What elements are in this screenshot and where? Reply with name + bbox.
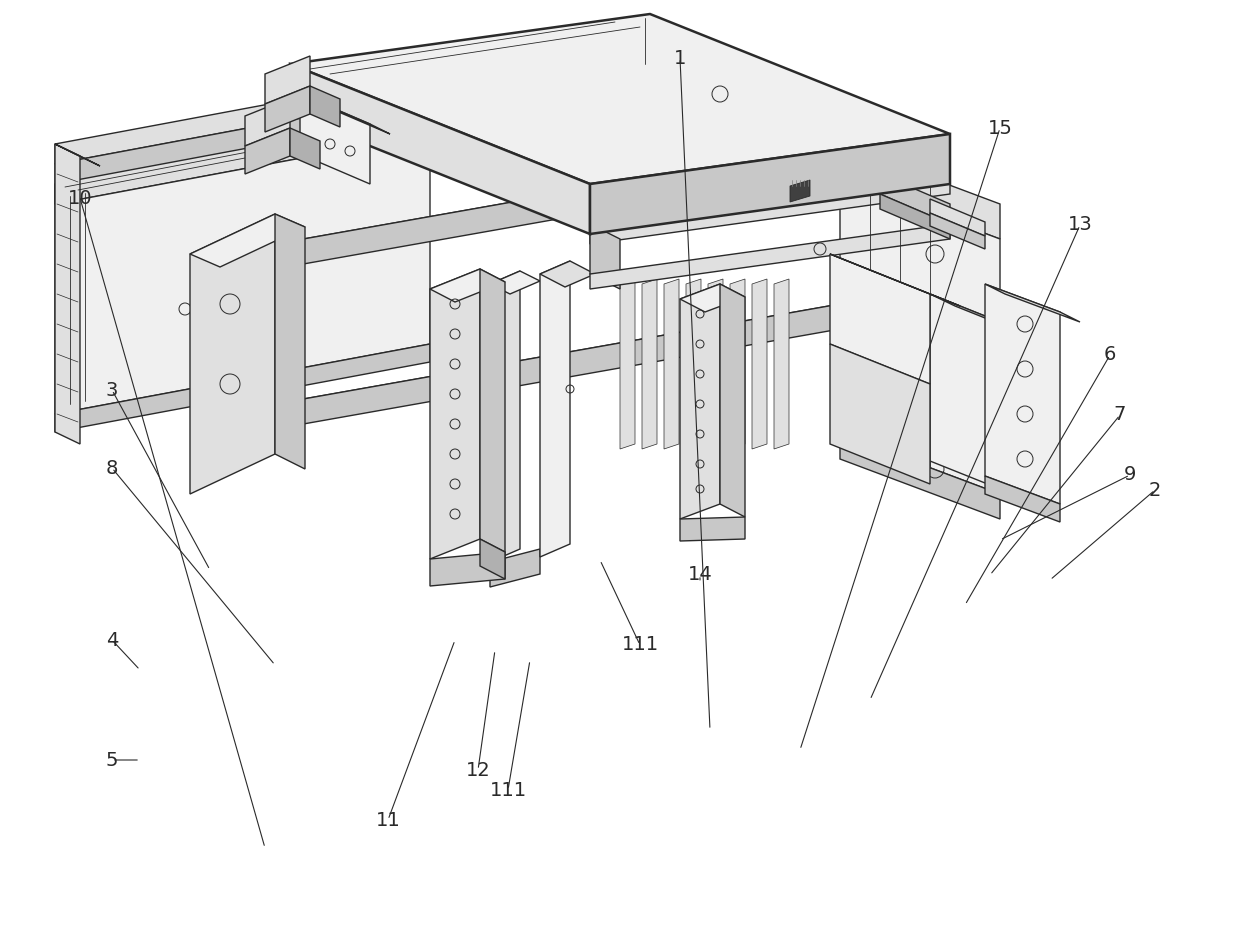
- Polygon shape: [265, 56, 310, 104]
- Polygon shape: [55, 134, 430, 414]
- Polygon shape: [730, 279, 745, 449]
- Polygon shape: [190, 214, 275, 494]
- Polygon shape: [707, 279, 724, 449]
- Text: 5: 5: [105, 751, 118, 770]
- Text: 2: 2: [1149, 480, 1161, 500]
- Polygon shape: [265, 86, 310, 132]
- Polygon shape: [310, 86, 339, 127]
- Polygon shape: [880, 174, 950, 224]
- Polygon shape: [300, 94, 370, 184]
- Polygon shape: [930, 213, 985, 249]
- Polygon shape: [590, 224, 620, 289]
- Text: 13: 13: [1068, 216, 1093, 234]
- Polygon shape: [55, 114, 430, 204]
- Polygon shape: [275, 304, 840, 429]
- Text: 111: 111: [622, 635, 659, 655]
- Polygon shape: [686, 279, 701, 449]
- Polygon shape: [55, 74, 430, 164]
- Polygon shape: [985, 284, 1061, 504]
- Polygon shape: [830, 254, 960, 306]
- Polygon shape: [540, 261, 595, 287]
- Polygon shape: [55, 144, 100, 166]
- Polygon shape: [55, 144, 81, 444]
- Polygon shape: [840, 179, 1000, 494]
- Polygon shape: [880, 194, 950, 239]
- Polygon shape: [930, 294, 1000, 489]
- Polygon shape: [680, 284, 745, 312]
- Text: 14: 14: [688, 565, 712, 585]
- Polygon shape: [590, 134, 950, 234]
- Polygon shape: [300, 94, 390, 134]
- Text: 10: 10: [68, 189, 93, 207]
- Polygon shape: [290, 14, 950, 184]
- Polygon shape: [830, 254, 930, 384]
- Polygon shape: [680, 284, 720, 519]
- Polygon shape: [590, 174, 950, 244]
- Polygon shape: [489, 271, 540, 294]
- Polygon shape: [664, 279, 679, 449]
- Polygon shape: [540, 261, 570, 557]
- Polygon shape: [930, 294, 1025, 334]
- Polygon shape: [275, 144, 840, 269]
- Polygon shape: [190, 214, 305, 267]
- Text: 6: 6: [1104, 346, 1116, 364]
- Polygon shape: [479, 539, 506, 579]
- Polygon shape: [590, 224, 950, 289]
- Text: 3: 3: [105, 380, 118, 400]
- Text: 4: 4: [105, 630, 118, 649]
- Polygon shape: [290, 64, 590, 234]
- Polygon shape: [430, 269, 506, 302]
- Polygon shape: [752, 279, 767, 449]
- Polygon shape: [620, 279, 636, 449]
- Polygon shape: [642, 279, 657, 449]
- Polygon shape: [930, 199, 985, 236]
- Text: 12: 12: [466, 760, 491, 780]
- Text: 111: 111: [489, 781, 527, 800]
- Polygon shape: [430, 552, 506, 586]
- Text: 11: 11: [375, 811, 400, 829]
- Polygon shape: [290, 128, 320, 169]
- Polygon shape: [430, 269, 479, 559]
- Polygon shape: [840, 434, 1000, 519]
- Polygon shape: [985, 284, 1080, 322]
- Polygon shape: [275, 144, 870, 259]
- Polygon shape: [840, 144, 1000, 239]
- Polygon shape: [245, 98, 290, 146]
- Text: 8: 8: [105, 459, 118, 477]
- Polygon shape: [790, 180, 810, 202]
- Polygon shape: [245, 128, 290, 174]
- Text: 1: 1: [674, 49, 686, 67]
- Polygon shape: [55, 344, 430, 432]
- Polygon shape: [489, 549, 540, 587]
- Polygon shape: [774, 279, 789, 449]
- Text: 15: 15: [987, 119, 1012, 137]
- Polygon shape: [830, 344, 930, 484]
- Polygon shape: [720, 284, 745, 517]
- Polygon shape: [985, 476, 1061, 522]
- Polygon shape: [680, 517, 745, 541]
- Text: 7: 7: [1114, 405, 1126, 424]
- Text: 9: 9: [1124, 465, 1136, 485]
- Polygon shape: [275, 304, 870, 419]
- Polygon shape: [55, 94, 430, 204]
- Polygon shape: [479, 269, 506, 552]
- Polygon shape: [489, 271, 520, 562]
- Polygon shape: [275, 214, 305, 469]
